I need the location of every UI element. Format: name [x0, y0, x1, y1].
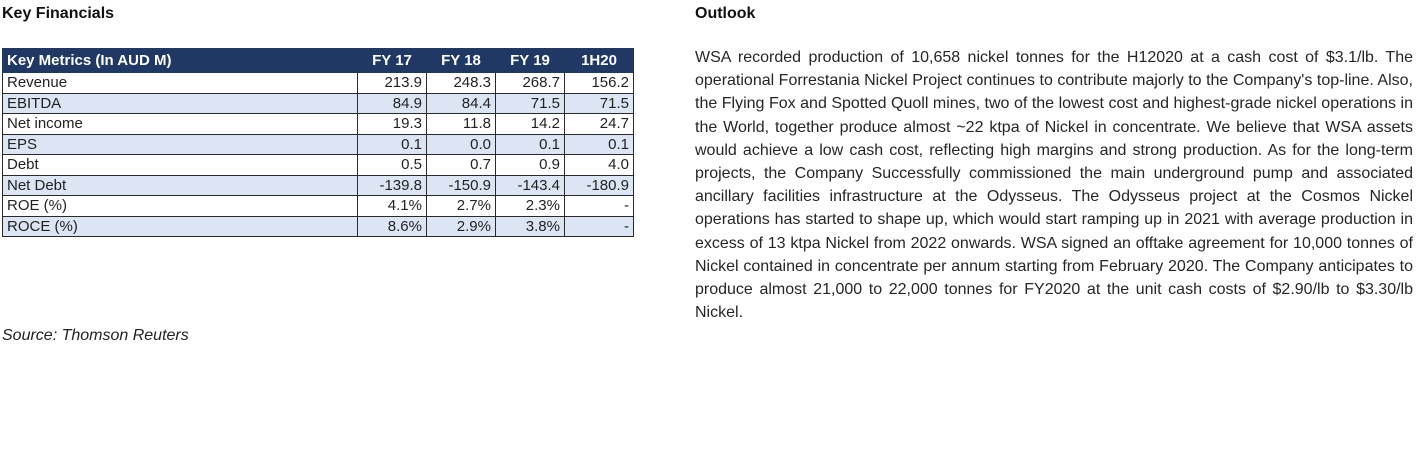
cell-value: 213.9 [357, 72, 427, 94]
key-financials-table: Key Metrics (In AUD M) FY 17 FY 18 FY 19… [2, 48, 634, 237]
cell-value: 2.9% [426, 215, 496, 237]
outlook-paragraph: WSA recorded production of 10,658 nickel… [695, 49, 1413, 322]
table-row: EBITDA 84.9 84.4 71.5 71.5 [2, 92, 634, 114]
cell-value: 71.5 [564, 92, 634, 114]
cell-value: 0.0 [426, 133, 496, 155]
cell-value: 0.1 [564, 133, 634, 155]
table-row: ROE (%) 4.1% 2.7% 2.3% - [2, 195, 634, 217]
cell-value: 2.7% [426, 195, 496, 217]
row-label: ROCE (%) [2, 215, 358, 237]
cell-value: 4.0 [564, 154, 634, 176]
cell-value: 84.9 [357, 92, 427, 114]
cell-value: 4.1% [357, 195, 427, 217]
cell-value: 71.5 [495, 92, 565, 114]
table-header-row: Key Metrics (In AUD M) FY 17 FY 18 FY 19… [2, 48, 634, 73]
cell-value: -139.8 [357, 174, 427, 196]
header-fy18: FY 18 [426, 48, 496, 73]
table-row: Revenue 213.9 248.3 268.7 156.2 [2, 72, 634, 94]
key-financials-title: Key Financials [2, 5, 115, 22]
cell-value: 14.2 [495, 113, 565, 135]
outlook-title: Outlook [695, 5, 756, 22]
cell-value: 0.1 [357, 133, 427, 155]
cell-value: 24.7 [564, 113, 634, 135]
source-note: Source: Thomson Reuters [2, 327, 189, 344]
header-key-metrics: Key Metrics (In AUD M) [2, 48, 358, 73]
row-label: Net Debt [2, 174, 358, 196]
cell-value: -143.4 [495, 174, 565, 196]
table-row: ROCE (%) 8.6% 2.9% 3.8% - [2, 215, 634, 237]
row-label: Revenue [2, 72, 358, 94]
row-label: Debt [2, 154, 358, 176]
table-row: Debt 0.5 0.7 0.9 4.0 [2, 154, 634, 176]
table-row: EPS 0.1 0.0 0.1 0.1 [2, 133, 634, 155]
cell-value: 156.2 [564, 72, 634, 94]
cell-value: -150.9 [426, 174, 496, 196]
row-label: EBITDA [2, 92, 358, 114]
header-fy19: FY 19 [495, 48, 565, 73]
cell-value: 0.9 [495, 154, 565, 176]
row-label: ROE (%) [2, 195, 358, 217]
cell-value: - [564, 195, 634, 217]
cell-value: 11.8 [426, 113, 496, 135]
cell-value: 19.3 [357, 113, 427, 135]
table-row: Net Debt -139.8 -150.9 -143.4 -180.9 [2, 174, 634, 196]
cell-value: 0.7 [426, 154, 496, 176]
cell-value: 2.3% [495, 195, 565, 217]
header-fy17: FY 17 [357, 48, 427, 73]
row-label: EPS [2, 133, 358, 155]
cell-value: 0.1 [495, 133, 565, 155]
cell-value: 84.4 [426, 92, 496, 114]
cell-value: -180.9 [564, 174, 634, 196]
cell-value: - [564, 215, 634, 237]
cell-value: 0.5 [357, 154, 427, 176]
cell-value: 248.3 [426, 72, 496, 94]
row-label: Net income [2, 113, 358, 135]
cell-value: 268.7 [495, 72, 565, 94]
cell-value: 8.6% [357, 215, 427, 237]
table-row: Net income 19.3 11.8 14.2 24.7 [2, 113, 634, 135]
cell-value: 3.8% [495, 215, 565, 237]
header-1h20: 1H20 [564, 48, 634, 73]
